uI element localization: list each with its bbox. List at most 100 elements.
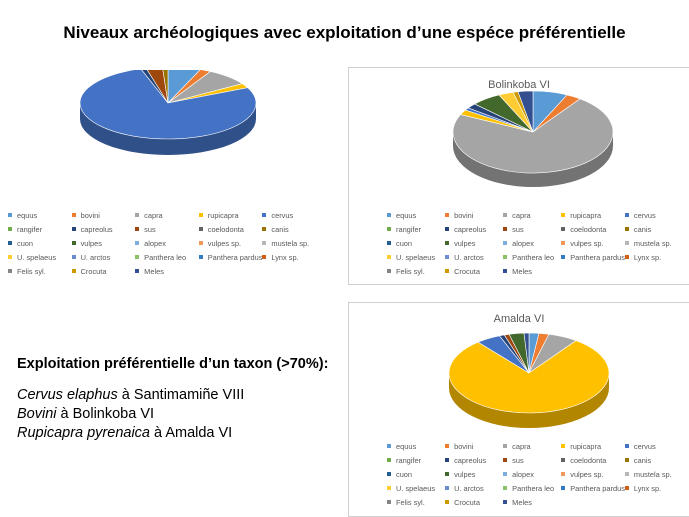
legend-item: vulpes	[445, 467, 503, 481]
legend-item: Meles	[135, 264, 199, 278]
pie-slice-meles	[523, 332, 530, 374]
legend-item: Panthera leo	[135, 250, 199, 264]
pie-slice-sus	[146, 70, 169, 104]
legend-label: U. arctos	[454, 252, 484, 262]
legend-swatch	[8, 227, 12, 231]
legend-item: U. spelaeus	[387, 250, 445, 264]
legend-item: cuon	[387, 467, 445, 481]
legend-swatch	[71, 255, 76, 259]
legend-label: vulpes sp.	[207, 238, 242, 248]
legend-item: Panthera leo	[503, 481, 561, 495]
pie-chart	[79, 70, 257, 155]
legend-swatch	[445, 255, 450, 259]
legend-label: Crocuta	[454, 266, 480, 276]
legend-label: Panthera leo	[144, 252, 187, 262]
legend-swatch	[387, 458, 391, 462]
legend-item: Crocuta	[445, 495, 503, 509]
legend-item: Felis syl.	[8, 264, 72, 278]
legend-label: vulpes sp.	[570, 238, 604, 248]
legend-swatch	[71, 227, 76, 231]
legend-item: cervus	[624, 208, 683, 222]
legend-item: capreolus	[445, 222, 503, 236]
legend-item: Panthera pardus	[561, 250, 625, 264]
taxon-name: Bovini	[17, 406, 57, 422]
legend-label: Lynx sp.	[271, 252, 299, 262]
legend-label: cuon	[396, 238, 413, 248]
legend-item: bovini	[445, 439, 503, 453]
legend-label: rupicapra	[570, 441, 602, 451]
legend-swatch	[624, 241, 629, 245]
legend-label: bovini	[80, 210, 100, 220]
legend-label: U. arctos	[80, 252, 111, 262]
site-name: à Bolinkoba VI	[56, 406, 155, 422]
legend-label: capreolus	[454, 224, 487, 234]
legend-item: vulpes sp.	[561, 236, 625, 250]
legend-label: vulpes sp.	[570, 469, 604, 479]
summary-note: Exploitation préférentielle d’un taxon (…	[17, 356, 347, 443]
legend-swatch	[445, 269, 450, 273]
legend-label: alopex	[144, 238, 166, 248]
legend-swatch	[262, 227, 267, 231]
legend-item: Felis syl.	[387, 264, 445, 278]
pie-chart	[448, 332, 610, 428]
legend-swatch	[262, 213, 267, 217]
legend-item: U. arctos	[445, 481, 503, 495]
legend-item: Panthera pardus	[561, 481, 625, 495]
legend-item: capreolus	[71, 222, 136, 236]
legend-label: alopex	[512, 469, 534, 479]
legend-swatch	[445, 500, 450, 504]
chart-bolinkoba: Bolinkoba VI equus bovini capra rupicapra ce…	[348, 67, 689, 285]
legend-swatch	[503, 486, 508, 490]
legend-item: rangifer	[387, 453, 445, 467]
legend-label: U. spelaeus	[396, 483, 436, 493]
pie-slice-capreolus	[141, 70, 169, 104]
legend-label: coelodonta	[570, 224, 607, 234]
legend-swatch	[503, 241, 508, 245]
legend-swatch	[503, 472, 508, 476]
legend-swatch	[624, 227, 629, 231]
legend-label: capreolus	[80, 224, 113, 234]
legend-label: coelodonta	[207, 224, 244, 234]
legend-swatch	[624, 255, 629, 259]
pie-slice-side-rupicapra	[449, 373, 609, 428]
legend-item: rangifer	[387, 222, 445, 236]
legend-label: Crocuta	[454, 497, 480, 507]
chart-legend: equus bovini capra rupicapra cervus rangifer c…	[387, 208, 683, 278]
legend-swatch	[561, 444, 566, 448]
legend-label: Panthera leo	[512, 483, 555, 493]
taxon-name: Cervus elaphus	[17, 387, 118, 403]
legend-item: Panthera leo	[503, 250, 561, 264]
legend-item: cuon	[387, 236, 445, 250]
legend-swatch	[135, 255, 140, 259]
legend-swatch	[387, 472, 391, 476]
legend-item: coelodonta	[561, 222, 625, 236]
pie-slice-cervus	[79, 70, 257, 140]
legend-label: U. spelaeus	[396, 252, 436, 262]
legend-item: rupicapra	[198, 208, 263, 222]
legend-item: Lynx sp.	[624, 481, 683, 495]
legend-item: U. arctos	[71, 250, 136, 264]
legend-swatch	[135, 269, 140, 273]
legend-label: vulpes	[454, 238, 476, 248]
legend-label: cervus	[271, 210, 294, 220]
legend-item: capreolus	[445, 453, 503, 467]
legend-swatch	[135, 241, 140, 245]
legend-swatch	[624, 458, 629, 462]
legend-item: alopex	[503, 467, 561, 481]
legend-item: mustela sp.	[262, 236, 326, 250]
legend-swatch	[262, 241, 267, 245]
legend-label: sus	[144, 224, 156, 234]
legend-item: alopex	[135, 236, 199, 250]
legend-item: capra	[503, 208, 561, 222]
legend-swatch	[387, 444, 391, 448]
legend-label: U. arctos	[454, 483, 484, 493]
site-name: à Santimamiñe VIII	[117, 387, 245, 403]
legend-swatch	[503, 458, 508, 462]
chart-title: Bolinkoba VI	[488, 79, 550, 91]
legend-label: mustela sp.	[633, 238, 672, 248]
legend-item: equus	[387, 439, 445, 453]
legend-label: Panthera pardus	[570, 483, 625, 493]
legend-swatch	[135, 227, 140, 231]
legend-label: sus	[512, 455, 524, 465]
legend-item: Meles	[503, 264, 561, 278]
